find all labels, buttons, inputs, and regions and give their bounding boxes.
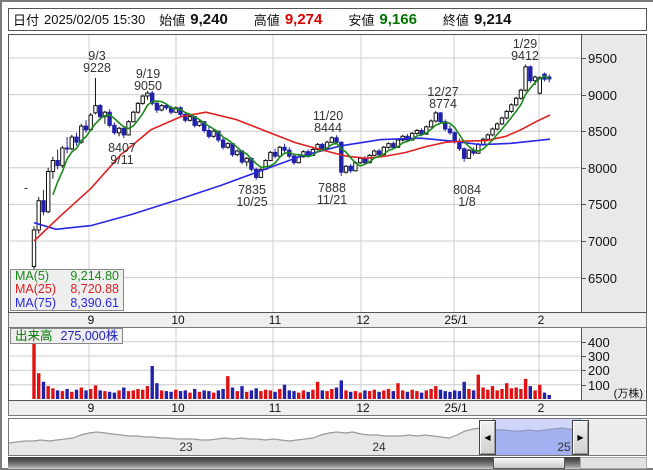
date-value: 2025/02/05 15:30 xyxy=(44,12,146,27)
volume-axis: 400 300 200 100 (万株) xyxy=(581,328,645,400)
volume-tick-label: 300 xyxy=(588,349,610,364)
volume-tick xyxy=(582,341,586,343)
overview-future-area xyxy=(588,419,646,455)
ohlc-header: 日付 2025/02/05 15:30 始値 9,240 高値 9,274 安値… xyxy=(8,8,647,31)
scroll-right-button[interactable]: ▶ xyxy=(572,420,589,455)
scrollbar xyxy=(8,457,647,469)
price-tick-label: 7000 xyxy=(588,234,617,249)
volume-label: 出来高 xyxy=(15,329,53,343)
close-label: 終値 xyxy=(442,13,469,28)
ma25-legend-row: MA(25) 8,720.88 xyxy=(15,282,119,296)
svg-text:9/11: 9/11 xyxy=(110,153,133,167)
price-tick xyxy=(582,204,586,206)
date-label: 日付 xyxy=(13,13,40,28)
svg-text:8774: 8774 xyxy=(429,97,457,111)
price-tick-label: 9500 xyxy=(588,51,617,66)
scrollbar-thumb[interactable] xyxy=(493,457,565,469)
volume-value: 275,000株 xyxy=(60,329,119,343)
price-tick-label: 7500 xyxy=(588,197,617,213)
price-tick xyxy=(582,167,586,169)
month-label: 2 xyxy=(537,401,545,415)
svg-text:8407: 8407 xyxy=(108,141,136,155)
close-value: 9,214 xyxy=(473,11,512,28)
candlestick-series xyxy=(31,64,552,271)
price-tick xyxy=(582,131,586,133)
price-tick xyxy=(582,277,586,279)
price-tick-label: 9000 xyxy=(588,87,617,103)
month-label: 11 xyxy=(268,401,282,415)
volume-tick xyxy=(582,384,586,386)
month-label: 9 xyxy=(87,313,95,327)
svg-text:1/29: 1/29 xyxy=(513,37,537,51)
price-tick xyxy=(582,241,586,242)
scrollbar-track[interactable] xyxy=(8,457,580,469)
price-axis: 9500 9000 8500 8000 7500 7000 6500 xyxy=(581,35,645,312)
month-label: 10 xyxy=(171,313,185,327)
right-arrow-icon: ▶ xyxy=(577,433,584,442)
month-label: 9 xyxy=(87,401,95,415)
volume-tick-label: 400 xyxy=(588,334,610,350)
low-label: 安値 xyxy=(348,13,375,28)
svg-text:7888: 7888 xyxy=(318,181,346,195)
svg-text:12/27: 12/27 xyxy=(427,85,458,99)
price-tick-label: 6500 xyxy=(588,270,617,286)
high-value: 9,274 xyxy=(284,11,323,28)
scroll-left-button[interactable]: ◀ xyxy=(479,420,496,455)
price-tick-label: 8500 xyxy=(588,124,617,140)
year-label: 25 xyxy=(557,440,571,454)
svg-text:-: - xyxy=(24,181,28,195)
year-label: 23 xyxy=(179,440,193,454)
volume-legend: 出来高 275,000株 xyxy=(10,328,124,344)
svg-text:9/19: 9/19 xyxy=(136,67,160,81)
month-label: 11 xyxy=(268,313,282,327)
open-value: 9,240 xyxy=(190,11,228,28)
year-label: 24 xyxy=(372,440,386,454)
month-label: 10 xyxy=(171,401,185,415)
month-label: 25/1 xyxy=(444,313,468,327)
volume-tick-label: 100 xyxy=(588,377,610,393)
price-chart-row: 9/3 9228 9/19 9050 8407 9/11 11/20 8444 7835 10/2… xyxy=(8,34,647,313)
price-tick xyxy=(582,94,586,96)
svg-text:8444: 8444 xyxy=(314,121,342,135)
high-label: 高値 xyxy=(253,13,280,28)
price-tick-label: 8000 xyxy=(588,160,617,176)
svg-text:9/3: 9/3 xyxy=(88,49,105,63)
volume-unit-label: (万株) xyxy=(613,388,643,400)
month-axis-top: 9 10 11 12 25/1 2 xyxy=(8,313,647,328)
svg-text:9412: 9412 xyxy=(511,49,539,63)
volume-bars xyxy=(32,337,551,399)
svg-text:7835: 7835 xyxy=(238,183,266,197)
volume-tick xyxy=(582,370,586,372)
month-label: 12 xyxy=(356,401,370,415)
month-axis-bottom: 9 10 11 12 25/1 2 xyxy=(8,401,647,416)
selected-range[interactable] xyxy=(494,419,580,455)
svg-text:9050: 9050 xyxy=(134,79,162,93)
volume-tick-label: 200 xyxy=(588,363,610,379)
overview-curve xyxy=(9,427,578,455)
svg-text:1/8: 1/8 xyxy=(458,195,475,209)
svg-text:11/20: 11/20 xyxy=(313,109,343,123)
low-value: 9,166 xyxy=(379,11,417,28)
svg-text:10/25: 10/25 xyxy=(236,195,267,209)
volume-chart-row: 400 300 200 100 (万株) 出来高 275,000株 xyxy=(8,328,647,401)
scrollbar-inactive-area xyxy=(580,457,647,469)
ma5-legend-row: MA(5) 9,214.80 xyxy=(15,268,119,283)
range-overview: ◀ ▶ 23 24 25 xyxy=(8,418,647,456)
ma75-legend-row: MA(75) 8,390.61 xyxy=(15,295,119,310)
left-arrow-icon: ◀ xyxy=(484,433,491,442)
month-label: 2 xyxy=(537,313,545,327)
month-label: 12 xyxy=(356,313,370,327)
month-label: 25/1 xyxy=(444,401,468,415)
volume-tick xyxy=(582,356,586,357)
price-tick xyxy=(582,58,586,59)
svg-text:8084: 8084 xyxy=(453,183,481,197)
svg-text:9228: 9228 xyxy=(83,61,111,75)
open-label: 始値 xyxy=(159,13,186,28)
ma-legend: MA(5) 9,214.80 MA(25) 8,720.88 MA(75) 8,390… xyxy=(10,268,124,311)
svg-text:11/21: 11/21 xyxy=(317,193,347,207)
